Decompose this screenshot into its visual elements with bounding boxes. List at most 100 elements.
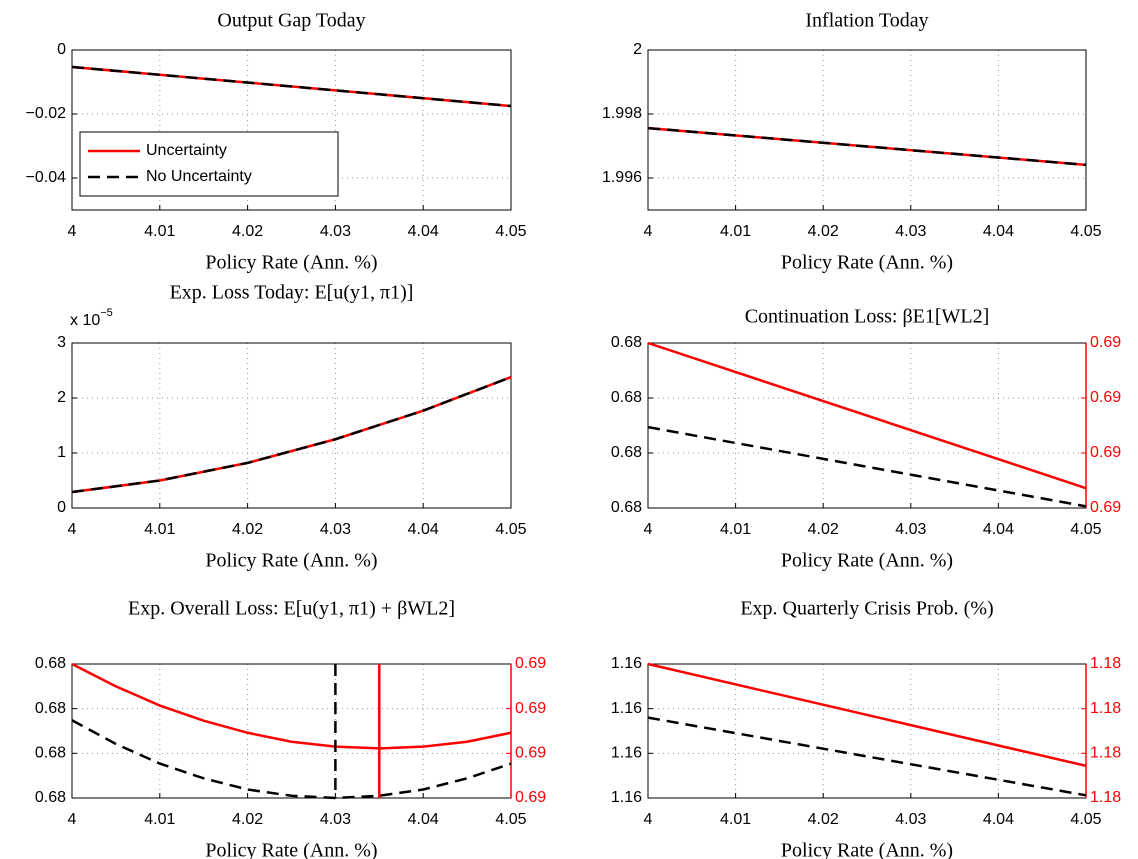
x-tick-label: 4.02 — [232, 521, 263, 538]
x-tick-label: 4.02 — [808, 223, 839, 240]
y-tick-label: 0.68 — [35, 700, 66, 717]
y-tick-label: 1.998 — [602, 105, 642, 122]
y-tick-label: 1.996 — [602, 169, 642, 186]
plot-frame — [647, 342, 1087, 509]
y-tick-label: 2 — [57, 389, 66, 406]
y2-tick-label: 1.18 — [1090, 700, 1121, 717]
x-tick-label: 4.04 — [408, 521, 439, 538]
x-tick-label: 4.04 — [983, 223, 1014, 240]
y2-tick-label: 0.69 — [515, 745, 546, 762]
x-tick-label: 4.04 — [408, 811, 439, 828]
y-tick-label: −0.04 — [26, 169, 67, 186]
y2-tick-label: 0.69 — [1090, 389, 1121, 406]
series-line — [71, 65, 512, 108]
x-axis-label: Policy Rate (Ann. %) — [205, 550, 377, 572]
y-tick-label: 1.16 — [611, 700, 642, 717]
series-line — [647, 662, 1087, 768]
x-tick-label: 4.01 — [720, 223, 751, 240]
x-tick-label: 4.04 — [983, 811, 1014, 828]
y-tick-label: 0.68 — [611, 499, 642, 516]
series-line — [647, 716, 1087, 797]
x-tick-label: 4.05 — [495, 521, 526, 538]
x-tick-label: 4.01 — [720, 811, 751, 828]
y-tick-label: 0.68 — [35, 655, 66, 672]
y2-tick-label: 1.18 — [1090, 789, 1121, 806]
y2-tick-label: 0.69 — [515, 700, 546, 717]
x-tick-label: 4.03 — [320, 811, 351, 828]
y-tick-label: 0.68 — [611, 444, 642, 461]
chart-title: Exp. Loss Today: E[u(y1, π1)] — [170, 282, 414, 304]
x-axis-label: Policy Rate (Ann. %) — [205, 252, 377, 274]
y2-tick-label: 0.69 — [515, 655, 546, 672]
x-tick-label: 4 — [644, 223, 653, 240]
plot-frame — [647, 663, 1087, 799]
x-axis-label: Policy Rate (Ann. %) — [781, 840, 953, 859]
plot-frame — [647, 49, 1087, 211]
y2-tick-label: 0.69 — [1090, 499, 1121, 516]
x-tick-label: 4.04 — [408, 223, 439, 240]
y-tick-label: 0.68 — [611, 389, 642, 406]
plot-frame — [71, 342, 512, 509]
x-tick-label: 4.03 — [895, 223, 926, 240]
x-tick-label: 4.04 — [983, 521, 1014, 538]
series-line — [71, 375, 512, 494]
y2-tick-label: 0.69 — [1090, 334, 1121, 351]
chart-title: Continuation Loss: βE1[WL2] — [745, 306, 990, 328]
x-tick-label: 4.05 — [495, 223, 526, 240]
series-line — [647, 126, 1087, 167]
y-multiplier-base: x 10 — [70, 312, 100, 329]
y-tick-label: 1 — [57, 444, 66, 461]
x-tick-label: 4.05 — [1070, 811, 1101, 828]
x-tick-label: 4 — [68, 223, 77, 240]
x-tick-label: 4.01 — [720, 521, 751, 538]
y-tick-label: 0 — [57, 499, 66, 516]
x-axis-label: Policy Rate (Ann. %) — [205, 840, 377, 859]
chart-title: Output Gap Today — [217, 10, 365, 32]
chart-title: Exp. Overall Loss: E[u(y1, π1) + βWL2] — [128, 598, 455, 620]
plot-frame — [71, 663, 512, 799]
y-multiplier-exp: −5 — [100, 307, 113, 319]
y-tick-label: 0 — [57, 41, 66, 58]
series-line — [647, 425, 1087, 508]
series-line — [647, 341, 1087, 490]
y-tick-label: 1.16 — [611, 745, 642, 762]
x-axis-label: Policy Rate (Ann. %) — [781, 550, 953, 572]
y2-tick-label: 1.18 — [1090, 655, 1121, 672]
plot-frame — [71, 49, 512, 211]
x-tick-label: 4.01 — [144, 521, 175, 538]
x-axis-label: Policy Rate (Ann. %) — [781, 252, 953, 274]
y2-tick-label: 0.69 — [515, 789, 546, 806]
chart-title: Exp. Quarterly Crisis Prob. (%) — [740, 598, 993, 620]
y-tick-label: 1.16 — [611, 655, 642, 672]
y-tick-label: 2 — [633, 41, 642, 58]
legend-label: No Uncertainty — [146, 168, 252, 185]
x-tick-label: 4 — [644, 811, 653, 828]
y-tick-label: 1.16 — [611, 789, 642, 806]
y-tick-label: 0.68 — [611, 334, 642, 351]
x-tick-label: 4 — [644, 521, 653, 538]
y2-tick-label: 1.18 — [1090, 745, 1121, 762]
chart-title: Inflation Today — [805, 10, 928, 32]
series-line — [71, 662, 512, 750]
y-tick-label: 3 — [57, 334, 66, 351]
y-tick-label: −0.02 — [26, 105, 67, 122]
legend-label: Uncertainty — [146, 142, 227, 159]
x-tick-label: 4.03 — [895, 521, 926, 538]
y-tick-label: 0.68 — [35, 745, 66, 762]
x-tick-label: 4 — [68, 521, 77, 538]
x-tick-label: 4.05 — [1070, 521, 1101, 538]
x-tick-label: 4.01 — [144, 223, 175, 240]
x-tick-label: 4.02 — [232, 223, 263, 240]
y-tick-label: 0.68 — [35, 789, 66, 806]
x-tick-label: 4.03 — [320, 223, 351, 240]
x-tick-label: 4.03 — [895, 811, 926, 828]
x-tick-label: 4.02 — [808, 521, 839, 538]
x-tick-label: 4.05 — [495, 811, 526, 828]
x-tick-label: 4.02 — [232, 811, 263, 828]
series-line — [71, 719, 512, 800]
x-tick-label: 4.02 — [808, 811, 839, 828]
x-tick-label: 4 — [68, 811, 77, 828]
x-tick-label: 4.05 — [1070, 223, 1101, 240]
y-multiplier: x 10−5 — [70, 307, 113, 329]
